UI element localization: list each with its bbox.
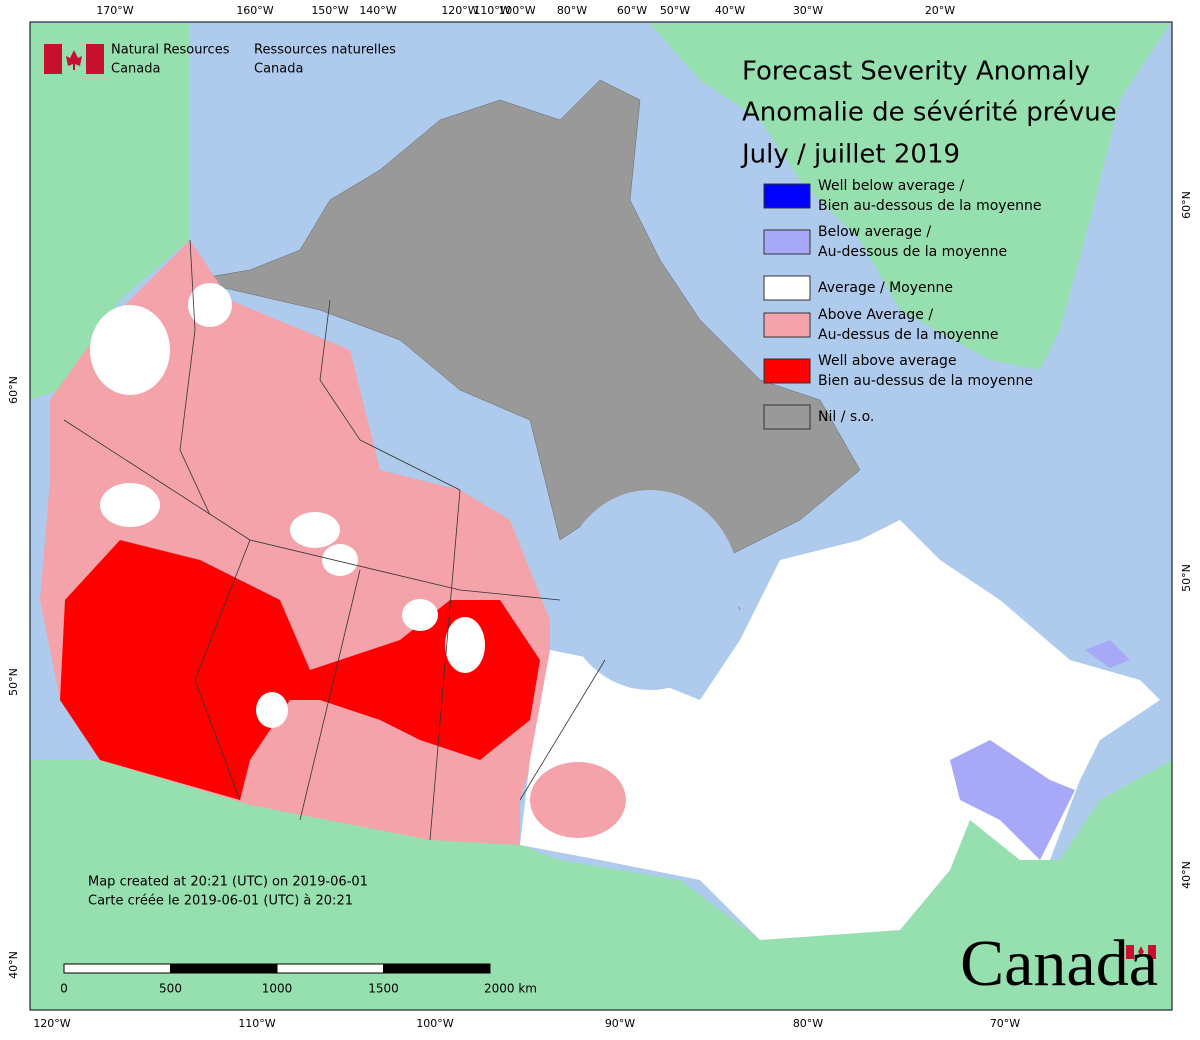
scale-segment <box>170 963 278 974</box>
nil-region <box>189 79 861 611</box>
graticule-label: 100°W <box>416 1017 453 1030</box>
graticule-label: 40°W <box>715 4 745 17</box>
map-title: Forecast Severity Anomaly <box>742 57 1090 87</box>
map-body <box>29 21 1173 1011</box>
border <box>179 239 211 516</box>
maple-leaf <box>66 50 82 70</box>
legend-swatch <box>763 229 811 255</box>
legend-label: Au-dessous de la moyenne <box>818 244 1007 260</box>
maple-leaf <box>1138 946 1144 956</box>
border <box>519 659 606 801</box>
patch <box>290 512 340 548</box>
patch <box>188 283 232 327</box>
united-states <box>30 760 1172 1010</box>
flag-bar <box>86 44 104 74</box>
legend-label: Average / Moyenne <box>818 280 953 296</box>
below-average-patch <box>1085 640 1130 668</box>
wordmark-group <box>1126 945 1156 959</box>
above-average-patch <box>530 762 626 838</box>
well-above-region <box>60 540 540 800</box>
graticule-label: 50°N <box>1180 564 1193 592</box>
org-name-fr: Canada <box>254 62 303 77</box>
alaska <box>30 24 190 400</box>
graticule-label: 100°W <box>498 4 535 17</box>
map-note: Carte créée le 2019-06-01 (UTC) à 20:21 <box>88 894 353 909</box>
logo <box>44 44 104 74</box>
graticule-label: 170°W <box>96 4 133 17</box>
hudson-bay <box>560 490 740 690</box>
wordmark: Canada <box>960 927 1158 1000</box>
average-patches <box>90 283 485 728</box>
map-title: July / juillet 2019 <box>740 140 960 170</box>
greenland <box>650 24 1170 370</box>
graticule-label: 120°W <box>33 1017 70 1030</box>
border <box>319 299 461 491</box>
graticule-label: 20°W <box>925 4 955 17</box>
org-name-en: Natural Resources <box>111 43 230 58</box>
graticule-label: 60°W <box>617 4 647 17</box>
average-region <box>520 520 1160 940</box>
map-title: Anomalie de sévérité prévue <box>742 98 1117 128</box>
legend-swatch <box>763 312 811 338</box>
graticule-label: 70°W <box>990 1017 1020 1030</box>
graticule-label: 30°W <box>793 4 823 17</box>
legend-swatch <box>763 275 811 301</box>
patch <box>445 617 485 673</box>
org-name-en: Canada <box>111 62 160 77</box>
legend-swatch <box>763 183 811 209</box>
graticule-label: 150°W <box>311 4 348 17</box>
scale-label: 500 <box>159 982 182 996</box>
graticule-label: 40°N <box>7 951 20 979</box>
scale-segment <box>63 963 171 974</box>
flag-bar <box>44 44 62 74</box>
legend-swatch <box>763 358 811 384</box>
graticule-label: 140°W <box>359 4 396 17</box>
flag-bar <box>1126 945 1134 959</box>
patch <box>322 544 358 576</box>
border <box>63 419 561 601</box>
legend-swatch <box>763 404 811 430</box>
borders <box>63 239 606 841</box>
flag-bar <box>1148 945 1156 959</box>
graticule-label: 60°N <box>7 376 20 404</box>
graticule-label: 90°W <box>605 1017 635 1030</box>
patch <box>256 692 288 728</box>
graticule-label: 50°W <box>660 4 690 17</box>
scale-label: 1000 <box>262 982 293 996</box>
graticule-label: 110°W <box>238 1017 275 1030</box>
map-frame <box>29 21 1173 1011</box>
patch <box>100 483 160 527</box>
patch <box>90 305 170 395</box>
graticule-label: 50°N <box>7 668 20 696</box>
scale-label: 2000 km <box>484 982 537 996</box>
org-name-fr: Ressources naturelles <box>254 43 396 58</box>
legend-label: Au-dessus de la moyenne <box>818 327 999 343</box>
graticule-label: 110°W <box>473 4 510 17</box>
graticule-label: 40°N <box>1180 861 1193 889</box>
graticule-label: 120°W <box>441 4 478 17</box>
border <box>194 539 251 801</box>
legend-label: Bien au-dessous de la moyenne <box>818 198 1042 214</box>
border <box>299 569 361 821</box>
legend-label: Well above average <box>818 353 957 369</box>
map-note: Map created at 20:21 (UTC) on 2019-06-01 <box>88 875 368 890</box>
legend-label: Above Average / <box>818 307 933 323</box>
graticule-label: 80°W <box>557 4 587 17</box>
scale-segment <box>383 963 491 974</box>
legend-label: Below average / <box>818 224 931 240</box>
scale-segment <box>276 963 384 974</box>
graticule-label: 160°W <box>236 4 273 17</box>
graticule-label: 60°N <box>1180 191 1193 219</box>
legend-label: Nil / s.o. <box>818 409 874 425</box>
scale-label: 0 <box>60 982 68 996</box>
legend-label: Well below average / <box>818 178 964 194</box>
graticule-label: 80°W <box>793 1017 823 1030</box>
legend-label: Bien au-dessus de la moyenne <box>818 373 1033 389</box>
below-average-region <box>950 740 1075 860</box>
border <box>429 489 461 841</box>
patch <box>402 599 438 631</box>
scale-label: 1500 <box>368 982 399 996</box>
